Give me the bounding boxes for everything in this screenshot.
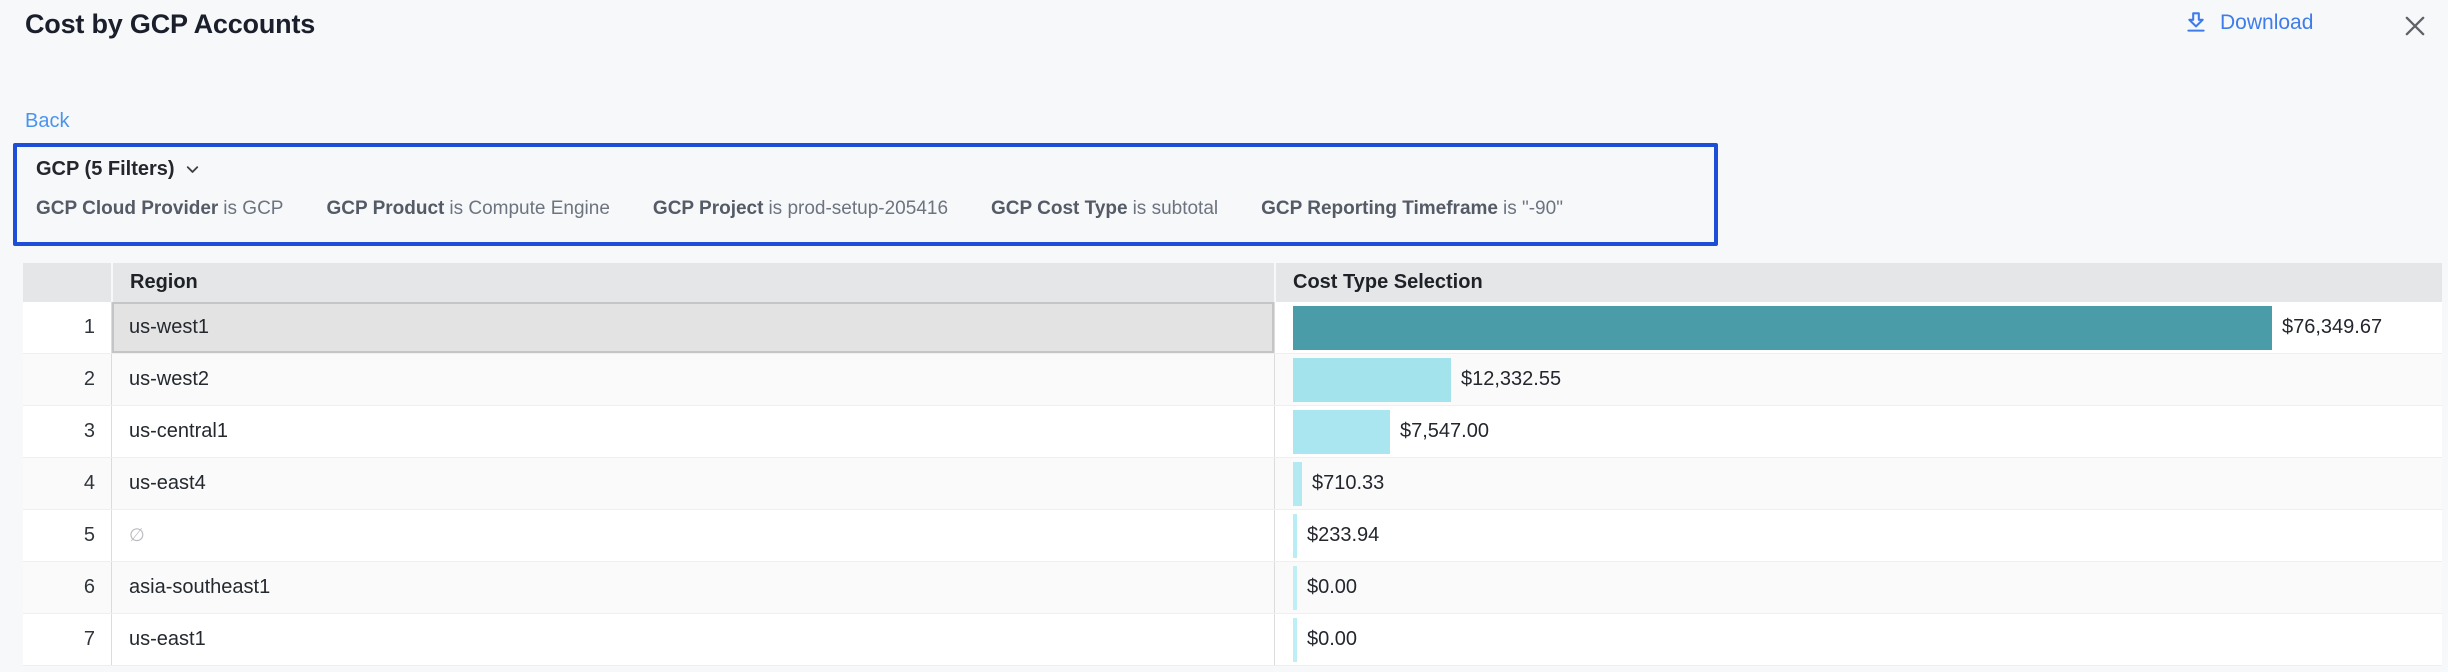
table-body: 1 us-west1 $76,349.67 2 us-west2 $12,332.55 3 u… xyxy=(23,302,2442,666)
download-icon xyxy=(2187,12,2205,32)
close-button[interactable] xyxy=(2398,9,2432,43)
close-icon xyxy=(2405,16,2425,36)
filter-item[interactable]: GCP Cloud Provider is GCP xyxy=(36,198,283,220)
filter-item[interactable]: GCP Cost Type is subtotal xyxy=(991,198,1218,220)
cost-bar xyxy=(1293,461,1302,506)
chevron-down-icon xyxy=(186,166,198,173)
filter-field-label: GCP Product xyxy=(326,198,445,219)
row-index-cell[interactable]: 1 xyxy=(83,316,95,338)
cost-bar xyxy=(1293,617,1297,662)
download-button[interactable]: Download xyxy=(2183,9,2313,36)
table-row: 6 asia-southeast1 $0.00 xyxy=(23,562,2442,614)
region-cell[interactable]: us-east4 xyxy=(111,458,1274,509)
filter-condition: is Compute Engine xyxy=(449,198,610,219)
page-title: Cost by GCP Accounts xyxy=(25,9,316,39)
cost-bar xyxy=(1293,409,1390,454)
cost-value-label: $12,332.55 xyxy=(1461,368,1562,390)
cost-value-label: $0.00 xyxy=(1307,576,1358,598)
cost-value-label: $710.33 xyxy=(1312,472,1385,494)
filter-summary-dropdown[interactable]: GCP (5 Filters) xyxy=(36,158,201,181)
filter-item[interactable]: GCP Reporting Timeframe is "-90" xyxy=(1261,198,1563,220)
column-header-region: Region xyxy=(111,263,1274,302)
region-cell[interactable]: asia-southeast1 xyxy=(111,562,1274,613)
region-cell[interactable]: us-west1 xyxy=(111,302,1274,353)
row-index-cell[interactable]: 7 xyxy=(83,628,95,650)
region-cell[interactable]: us-west2 xyxy=(111,354,1274,405)
filter-field-label: GCP Reporting Timeframe xyxy=(1261,198,1498,219)
filter-condition: is prod-setup-205416 xyxy=(768,198,949,219)
table-header-row: Region Cost Type Selection xyxy=(23,263,2442,302)
cost-bar xyxy=(1293,357,1451,402)
cost-value-label: $7,547.00 xyxy=(1400,420,1489,442)
region-cell[interactable]: us-central1 xyxy=(111,406,1274,457)
table-row: 4 us-east4 $710.33 xyxy=(23,458,2442,510)
row-index-cell[interactable]: 2 xyxy=(83,368,95,390)
row-index-cell[interactable]: 4 xyxy=(83,472,95,494)
back-link[interactable]: Back xyxy=(25,110,70,132)
cost-value-label: $0.00 xyxy=(1307,628,1358,650)
cost-cell[interactable]: $233.94 xyxy=(1274,510,2442,561)
download-label: Download xyxy=(2220,10,2314,34)
cost-table: Region Cost Type Selection 1 us-west1 $76,… xyxy=(23,263,2442,666)
cost-cell[interactable]: $0.00 xyxy=(1274,562,2442,613)
table-row: 3 us-central1 $7,547.00 xyxy=(23,406,2442,458)
table-row: 7 us-east1 $0.00 xyxy=(23,614,2442,666)
cost-cell[interactable]: $710.33 xyxy=(1274,458,2442,509)
region-cell[interactable]: ∅ xyxy=(111,510,1274,561)
cost-cell[interactable]: $76,349.67 xyxy=(1274,302,2442,353)
table-row: 5 ∅ $233.94 xyxy=(23,510,2442,562)
filter-list: GCP Cloud Provider is GCP GCP Product is Co… xyxy=(36,198,1714,220)
filter-condition: is GCP xyxy=(223,198,284,219)
filter-condition: is "-90" xyxy=(1502,198,1563,219)
cost-bar xyxy=(1293,565,1297,610)
column-header-cost-type-selection: Cost Type Selection xyxy=(1274,263,2442,302)
filter-item[interactable]: GCP Product is Compute Engine xyxy=(326,198,609,220)
table-row: 2 us-west2 $12,332.55 xyxy=(23,354,2442,406)
column-header-index xyxy=(23,263,111,302)
cost-cell[interactable]: $0.00 xyxy=(1274,614,2442,665)
cost-cell[interactable]: $12,332.55 xyxy=(1274,354,2442,405)
row-index-cell[interactable]: 5 xyxy=(83,524,95,546)
filter-summary-label: GCP (5 Filters) xyxy=(36,158,175,180)
table-row: 1 us-west1 $76,349.67 xyxy=(23,302,2442,354)
filter-group-box: GCP (5 Filters) GCP Cloud Provider is GCP… xyxy=(13,143,1718,246)
cost-value-label: $76,349.67 xyxy=(2282,316,2383,338)
filter-field-label: GCP Cloud Provider xyxy=(36,198,219,219)
cost-bar xyxy=(1293,513,1297,558)
region-cell[interactable]: us-east1 xyxy=(111,614,1274,665)
filter-condition: is subtotal xyxy=(1132,198,1219,219)
row-index-cell[interactable]: 6 xyxy=(83,576,95,598)
cost-cell[interactable]: $7,547.00 xyxy=(1274,406,2442,457)
filter-item[interactable]: GCP Project is prod-setup-205416 xyxy=(653,198,948,220)
cost-value-label: $233.94 xyxy=(1307,524,1380,546)
filter-field-label: GCP Project xyxy=(652,198,764,219)
cost-bar xyxy=(1293,305,2272,350)
filter-field-label: GCP Cost Type xyxy=(991,198,1128,219)
row-index-cell[interactable]: 3 xyxy=(83,420,95,442)
